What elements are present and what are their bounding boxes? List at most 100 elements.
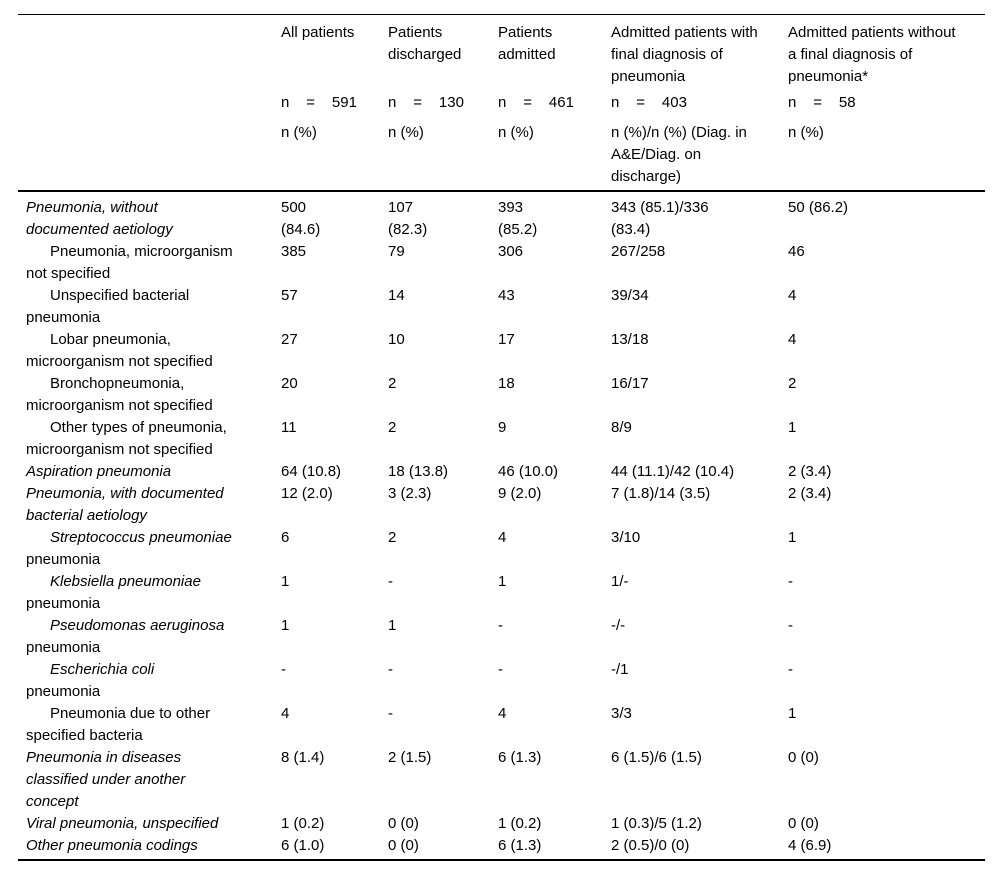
cell-value: 44 (11.1)/42 (10.4) [611,463,735,480]
cell-value: 6 [281,529,290,546]
table-row: Other pneumonia codings 6 (1.0) 0 (0) 6 … [18,835,985,861]
cell-value: 343 (85.1)/336 (83.4) [611,199,709,238]
col-header-patients-admitted: Patients admitted n = 461 n (%) [498,14,611,192]
cell-value: 2 (0.5)/0 (0) [611,835,788,861]
cell-value: 9 (2.0) [498,485,542,502]
cell-value: 1 [788,705,797,722]
cell-value: 1 [281,573,290,590]
col-n-count: n = 130 [388,94,464,111]
table-row: Pneumonia, without documented aetiology … [18,191,985,241]
table-row: Aspiration pneumonia 64 (10.8) 18 (13.8)… [18,461,985,483]
cell-value: -/1 [611,661,629,678]
cell-value: 14 [388,287,405,304]
col-title: All patients [281,24,355,41]
cell-value: 6 (1.0) [281,835,388,861]
cell-value: 3/3 [611,705,632,722]
cell-value: 12 (2.0) [281,485,333,502]
cell-value: 27 [281,331,298,348]
cell-value: 1 (0.2) [281,815,325,832]
row-label: Unspecified bacterial pneumonia [26,287,190,326]
col-stat-format: n (%) [388,124,424,141]
table-row: Pneumonia, microorganism not specified 3… [18,241,985,285]
row-label: Pneumonia due to other specified bacteri… [26,705,211,744]
table-header: All patients n = 591 n (%) Patients disc… [18,14,985,192]
cell-value: 1 (0.2) [498,815,542,832]
cell-value: 0 (0) [788,815,819,832]
cell-value: - [281,661,286,678]
table-row: Pneumonia in diseases classified under a… [18,747,985,813]
cell-value: 16/17 [611,375,649,392]
cell-value: 0 (0) [788,749,819,766]
cell-value: 2 (3.4) [788,463,832,480]
cell-value: 1 [788,529,797,546]
cell-value: 2 (3.4) [788,485,832,502]
cell-value: 0 (0) [388,835,498,861]
row-label-species: Escherichia coli [50,661,155,678]
row-label: Aspiration pneumonia [26,463,172,480]
col-stat-format: n (%)/n (%) (Diag. in A&E/Diag. on disch… [611,124,747,185]
table-row: Pneumonia due to other specified bacteri… [18,703,985,747]
row-label: Pneumonia, microorganism not specified [26,243,233,282]
row-label-species: Streptococcus pneumoniae [50,529,232,546]
cell-value: 1 [388,617,397,634]
col-n-count: n = 461 [498,94,574,111]
row-label: Pneumonia, without documented aetiology [26,199,173,238]
row-label-species: Klebsiella pneumoniae [50,573,201,590]
cell-value: 4 [498,529,507,546]
cell-value: 1 (0.3)/5 (1.2) [611,815,702,832]
col-n-count: n = 403 [611,94,687,111]
row-label-rest: pneumonia [26,683,101,700]
cell-value: 1 [498,573,507,590]
cell-value: 8 (1.4) [281,749,325,766]
cell-value: - [498,661,503,678]
row-label-rest: pneumonia [26,639,101,656]
col-title: Patients admitted [498,24,556,63]
col-n-count: n = 58 [788,94,856,111]
header-row: All patients n = 591 n (%) Patients disc… [18,14,985,192]
row-label: Bronchopneumonia, microorganism not spec… [26,375,213,414]
cell-value: - [788,617,793,634]
col-stat-format: n (%) [498,124,534,141]
cell-value: 20 [281,375,298,392]
row-label: Escherichia coli pneumonia [18,659,281,703]
table-row: Pneumonia, with documented bacterial aet… [18,483,985,527]
cell-value: 267/258 [611,243,666,260]
row-label: Pneumonia, with documented bacterial aet… [26,485,224,524]
cell-value: 306 [498,243,524,260]
cell-value: 6 (1.5)/6 (1.5) [611,749,702,766]
cell-value: 393 (85.2) [498,199,538,238]
cell-value: 1 [281,617,290,634]
cell-value: 1 [788,419,797,436]
col-header-admitted-with-diagnosis: Admitted patients with final diagnosis o… [611,14,788,192]
cell-value: - [788,573,793,590]
cell-value: 4 [788,287,797,304]
cell-value: 18 (13.8) [388,463,449,480]
cell-value: 3/10 [611,529,641,546]
cell-value: 50 (86.2) [788,199,849,216]
col-header-admitted-without-diagnosis: Admitted patients without a final diagno… [788,14,985,192]
cell-value: 8/9 [611,419,632,436]
cell-value: 46 [788,243,805,260]
col-title: Admitted patients with final diagnosis o… [611,24,758,85]
table-row: Streptococcus pneumoniae pneumonia 6 2 4 … [18,527,985,571]
cell-value: 13/18 [611,331,649,348]
cell-value: 0 (0) [388,815,419,832]
cell-value: 2 (1.5) [388,749,432,766]
col-title: Patients discharged [388,24,462,63]
row-label-rest: pneumonia [26,551,101,568]
col-title: Admitted patients without a final diagno… [788,24,956,85]
cell-value: 2 [388,529,397,546]
col-stat-format: n (%) [788,124,824,141]
table-row: Unspecified bacterial pneumonia 57 14 4 3… [18,285,985,329]
cell-value: 39/34 [611,287,649,304]
cell-value: -/- [611,617,626,634]
cell-value: 6 (1.3) [498,749,542,766]
row-label: Other types of pneumonia, microorganism … [26,419,227,458]
pneumonia-codings-table: All patients n = 591 n (%) Patients disc… [18,14,985,861]
cell-value: 2 [788,375,797,392]
cell-value: 2 [388,375,397,392]
cell-value: 385 [281,243,307,260]
cell-value: 57 [281,287,298,304]
cell-value: 3 (2.3) [388,485,432,502]
